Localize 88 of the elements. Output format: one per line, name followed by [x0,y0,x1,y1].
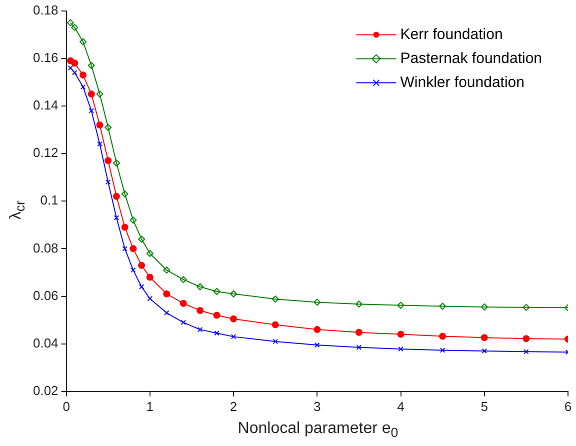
point [480,303,488,310]
point [80,72,87,79]
y-tick-label: 0.14 [32,98,58,113]
point [105,179,111,185]
point [356,344,362,350]
point [439,302,446,310]
point [104,157,112,164]
point [213,288,220,295]
point [180,276,187,284]
x-tick-label: 4 [397,398,404,414]
point [112,160,120,167]
point [130,216,137,224]
point [146,250,154,257]
y-tick-label: 0.02 [32,382,58,398]
point [104,124,112,131]
point [80,84,86,90]
y-tick-label: 0.04 [32,335,58,350]
point [522,304,530,311]
point [314,298,321,306]
x-tick-label: 5 [480,398,488,414]
point [439,332,446,340]
y-tick-label: 0.16 [32,50,58,65]
point [130,245,137,252]
point [163,266,170,274]
point [146,274,154,281]
y-tick-label: 0.08 [32,240,58,256]
y-tick-label: 0.06 [32,288,58,303]
point [482,348,488,354]
point [314,342,320,348]
point [138,284,144,290]
point [440,348,446,353]
point [122,246,128,252]
point [121,224,128,231]
y-tick-label: 0.1 [40,192,58,208]
point [197,326,203,332]
y-tick-label: 0.18 [32,2,58,18]
point [398,346,404,352]
point [180,320,186,326]
point [163,290,170,298]
point [88,108,94,114]
point [397,302,404,309]
point [230,315,238,322]
point [397,330,404,338]
point [196,307,204,314]
point [121,190,128,198]
point [112,192,120,200]
legend-label: Pasternak foundation [400,50,542,67]
y-tick-label: 0.12 [32,145,58,160]
point [214,330,220,336]
point [272,296,279,303]
point [230,290,238,298]
point [180,300,187,307]
point [272,321,279,328]
legend-label: Kerr foundation [400,26,503,43]
point [96,90,104,98]
point [272,338,278,344]
point [164,310,170,316]
point [355,300,362,308]
point [71,24,78,31]
point [66,19,74,26]
point [480,334,488,342]
point [524,349,529,354]
point [114,215,120,220]
point [97,141,102,147]
point [213,312,220,319]
point [88,62,95,70]
point [522,335,530,342]
point [230,334,236,340]
x-axis-title: Nonlocal parameter e$_{0}$ [236,420,400,440]
point [68,65,74,71]
x-tick-label: 6 [564,398,572,414]
x-tick-label: 0 [62,398,70,414]
point [96,121,104,128]
point [71,60,78,67]
legend-label: Winkler foundation [400,74,524,91]
point [355,328,362,336]
point [138,236,146,243]
x-tick-label: 1 [146,398,154,414]
point [147,296,153,302]
x-tick-label: 3 [314,398,321,414]
point [138,262,146,269]
point [80,38,87,46]
point [130,267,136,273]
point [72,70,78,76]
x-tick-label: 2 [230,398,238,414]
point [196,283,204,290]
point [88,90,95,98]
point [314,326,321,334]
